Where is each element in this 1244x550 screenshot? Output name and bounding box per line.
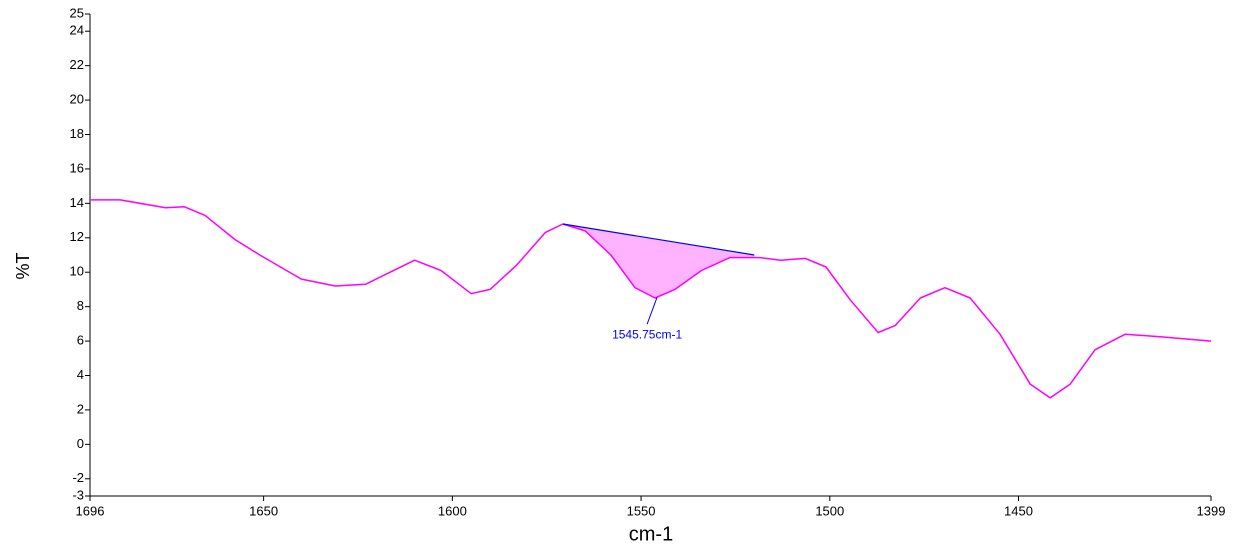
- x-tick-label: 1550: [627, 503, 656, 518]
- y-tick-label: 2: [77, 401, 84, 416]
- y-tick-label: 22: [70, 57, 84, 72]
- y-tick-label: 16: [70, 160, 84, 175]
- peak-leader: [646, 296, 658, 325]
- y-tick-label: 24: [70, 23, 84, 38]
- y-tick-label: 10: [70, 264, 84, 279]
- y-tick-label: 14: [70, 195, 84, 210]
- y-tick-label: 18: [70, 126, 84, 141]
- y-tick-label: 12: [70, 229, 84, 244]
- x-tick-label: 1696: [76, 503, 105, 518]
- y-tick-label: 8: [77, 298, 84, 313]
- y-tick-label: 0: [77, 436, 84, 451]
- x-tick-label: 1450: [1004, 503, 1033, 518]
- y-tick-label: -2: [72, 470, 84, 485]
- peak-area: [562, 224, 755, 299]
- x-tick-label: 1650: [249, 503, 278, 518]
- x-tick-label: 1399: [1197, 503, 1226, 518]
- y-tick-label: 20: [70, 92, 84, 107]
- x-axis-label: cm-1: [629, 523, 673, 545]
- x-tick-label: 1500: [815, 503, 844, 518]
- peak-baseline: [562, 223, 755, 256]
- y-tick-label: 6: [77, 333, 84, 348]
- peak-label: 1545.75cm-1: [612, 327, 682, 341]
- y-tick-label: 4: [77, 367, 84, 382]
- y-tick-label: 25: [70, 5, 84, 20]
- x-tick-label: 1600: [438, 503, 467, 518]
- spectrum-line: [90, 199, 1212, 399]
- y-tick-label: -3: [72, 487, 84, 502]
- y-axis-label: %T: [13, 252, 33, 279]
